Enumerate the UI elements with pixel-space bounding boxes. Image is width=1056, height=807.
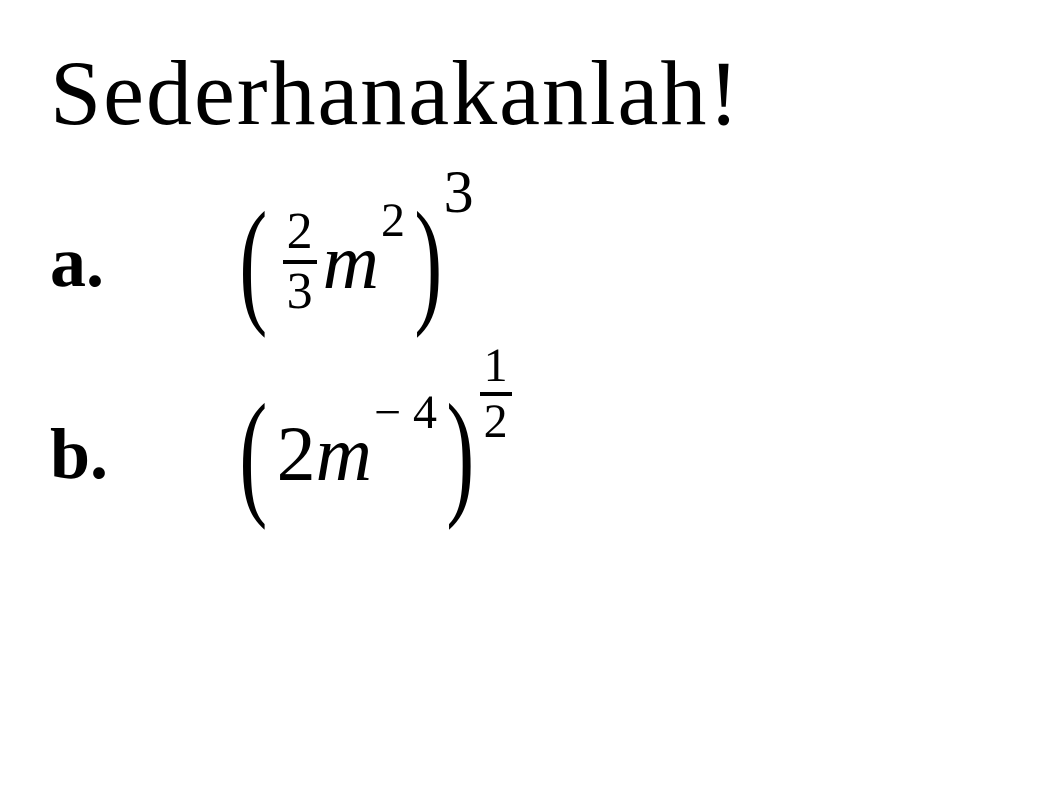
outer-exp-numerator: 1	[480, 342, 512, 392]
fraction-2-3: 2 3	[283, 206, 317, 318]
variable-m: m	[323, 217, 379, 307]
problem-a-label: a.	[50, 221, 230, 304]
page-title: Sederhanakanlah!	[50, 40, 1006, 146]
problem-b-label: b.	[50, 413, 230, 496]
inner-exponent: 2	[381, 193, 405, 248]
problem-a: a. ( 2 3 m 2 ) 3	[50, 206, 1006, 318]
outer-exponent: 3	[444, 158, 474, 227]
left-paren: (	[239, 398, 267, 510]
problem-b-expression: ( 2 m − 4 ) 1 2	[230, 398, 512, 510]
fraction-denominator: 3	[283, 260, 317, 318]
right-paren: )	[414, 206, 442, 318]
fraction-numerator: 2	[283, 206, 317, 260]
left-paren: (	[239, 206, 267, 318]
outer-exponent-fraction: 1 2	[480, 342, 512, 446]
problem-b: b. ( 2 m − 4 ) 1 2	[50, 398, 1006, 510]
right-paren: )	[446, 398, 474, 510]
coefficient: 2	[277, 409, 316, 499]
variable-m: m	[316, 409, 372, 499]
inner-exponent: − 4	[374, 385, 437, 440]
problem-a-expression: ( 2 3 m 2 ) 3	[230, 206, 474, 318]
outer-exp-denominator: 2	[480, 392, 512, 446]
